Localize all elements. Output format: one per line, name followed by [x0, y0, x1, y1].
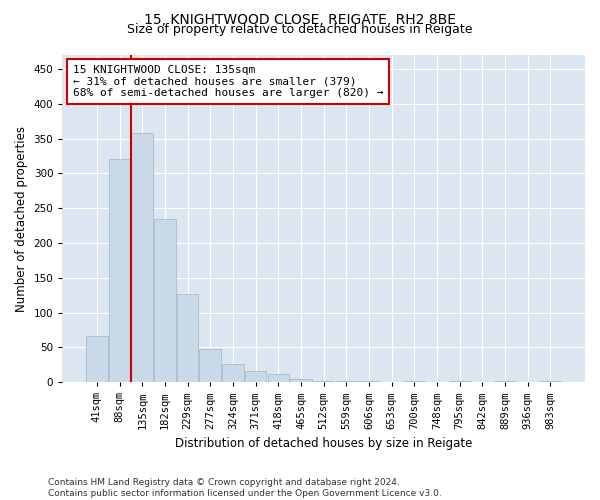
Text: Contains HM Land Registry data © Crown copyright and database right 2024.
Contai: Contains HM Land Registry data © Crown c… [48, 478, 442, 498]
Bar [86, 336, 107, 382]
Bar [154, 218, 176, 382]
Y-axis label: Number of detached properties: Number of detached properties [15, 126, 28, 312]
Text: 15, KNIGHTWOOD CLOSE, REIGATE, RH2 8BE: 15, KNIGHTWOOD CLOSE, REIGATE, RH2 8BE [144, 12, 456, 26]
Bar [268, 374, 289, 382]
Bar [199, 348, 221, 382]
Bar [290, 378, 312, 382]
Bar [245, 371, 266, 382]
X-axis label: Distribution of detached houses by size in Reigate: Distribution of detached houses by size … [175, 437, 472, 450]
Bar [313, 380, 334, 382]
Bar [109, 160, 130, 382]
Bar [177, 294, 199, 382]
Bar [222, 364, 244, 382]
Bar [131, 133, 153, 382]
Text: Size of property relative to detached houses in Reigate: Size of property relative to detached ho… [127, 22, 473, 36]
Text: 15 KNIGHTWOOD CLOSE: 135sqm
← 31% of detached houses are smaller (379)
68% of se: 15 KNIGHTWOOD CLOSE: 135sqm ← 31% of det… [73, 65, 383, 98]
